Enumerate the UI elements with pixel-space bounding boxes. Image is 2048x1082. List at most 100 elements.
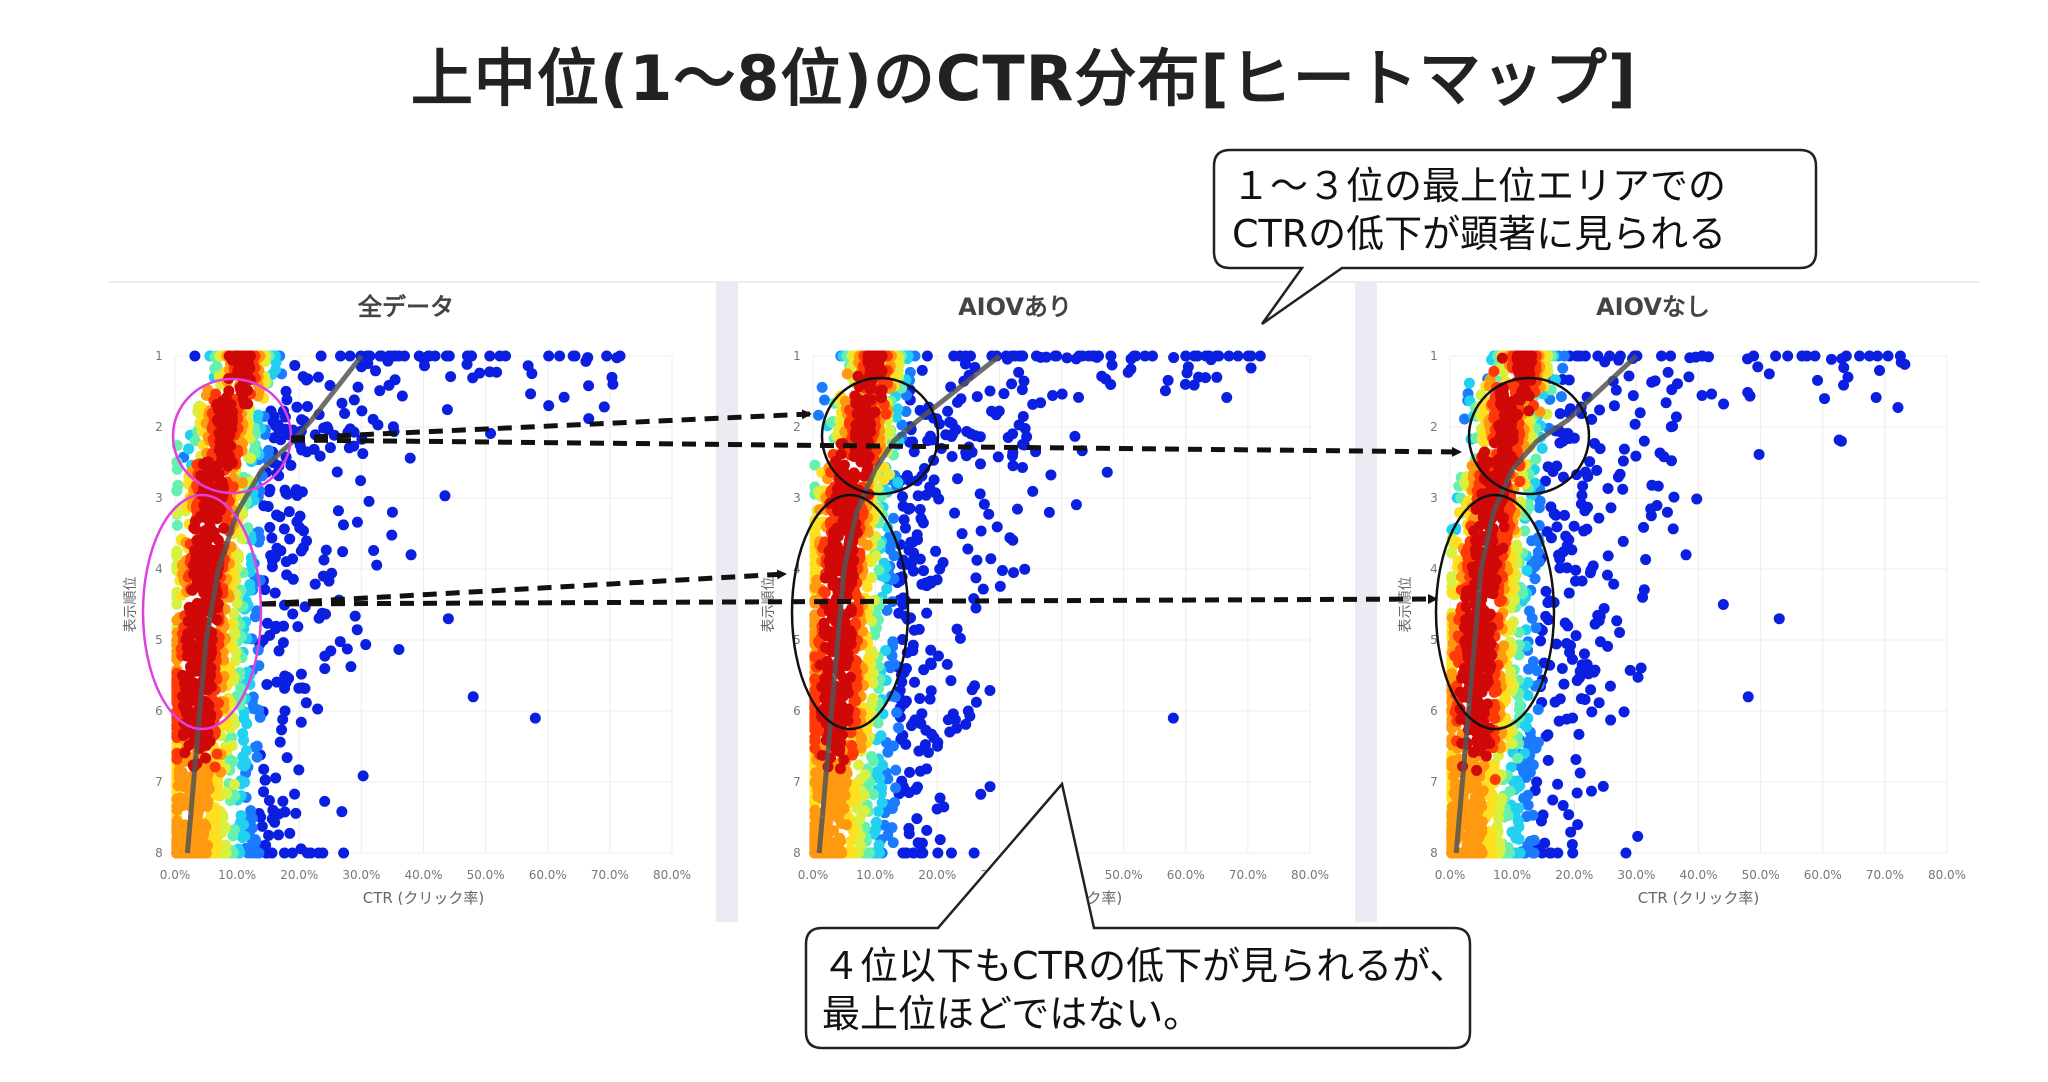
data-point xyxy=(881,604,893,616)
data-point xyxy=(921,607,933,619)
data-point xyxy=(598,401,610,413)
data-point xyxy=(819,394,831,406)
data-point xyxy=(970,572,982,584)
data-point xyxy=(812,409,824,421)
data-point xyxy=(1533,502,1545,514)
data-point xyxy=(865,750,877,762)
data-point xyxy=(838,754,850,766)
data-point xyxy=(286,847,298,859)
data-point xyxy=(1632,830,1644,842)
data-point xyxy=(1558,678,1570,690)
data-point xyxy=(914,504,926,516)
data-point xyxy=(1122,366,1134,378)
data-point xyxy=(199,573,211,585)
data-point xyxy=(841,504,853,516)
data-point xyxy=(1667,523,1679,535)
data-point xyxy=(318,422,330,434)
data-point xyxy=(1630,450,1642,462)
data-point xyxy=(991,521,1003,533)
data-point xyxy=(1770,350,1782,362)
data-point xyxy=(264,521,276,533)
data-point xyxy=(892,476,904,488)
data-point xyxy=(292,621,304,633)
data-point xyxy=(1200,350,1212,362)
data-point xyxy=(914,765,926,777)
data-point xyxy=(896,491,908,503)
data-point xyxy=(297,371,309,383)
y-tick-label: 2 xyxy=(793,420,801,434)
data-point xyxy=(210,388,222,400)
data-point xyxy=(240,757,252,769)
data-point xyxy=(849,617,861,629)
data-point xyxy=(1561,637,1573,649)
data-point xyxy=(1718,398,1730,410)
data-point xyxy=(1576,489,1588,501)
data-point xyxy=(442,613,454,625)
data-point xyxy=(1559,617,1571,629)
data-point xyxy=(1592,350,1604,362)
data-point xyxy=(281,394,293,406)
data-point xyxy=(1532,704,1544,716)
data-point xyxy=(258,786,270,798)
data-point xyxy=(932,847,944,859)
data-point xyxy=(258,500,270,512)
data-point xyxy=(289,359,301,371)
data-point xyxy=(265,550,277,562)
data-point xyxy=(971,391,983,403)
data-point xyxy=(273,645,285,657)
data-point xyxy=(1512,752,1524,764)
y-tick-label: 2 xyxy=(155,420,163,434)
data-point xyxy=(1492,812,1504,824)
data-point xyxy=(931,803,943,815)
data-point xyxy=(261,617,273,629)
data-point xyxy=(1106,359,1118,371)
data-point xyxy=(256,820,268,832)
data-point xyxy=(960,718,972,730)
data-point xyxy=(278,523,290,535)
data-point xyxy=(1591,464,1603,476)
y-tick-label: 8 xyxy=(155,846,163,860)
data-point xyxy=(1608,578,1620,590)
y-tick-label: 1 xyxy=(1430,349,1438,363)
data-point xyxy=(952,396,964,408)
data-point xyxy=(1030,350,1042,362)
data-point xyxy=(1632,671,1644,683)
data-point xyxy=(348,394,360,406)
data-point xyxy=(897,847,909,859)
data-point xyxy=(816,381,828,393)
data-point xyxy=(1511,539,1523,551)
data-point xyxy=(1833,434,1845,446)
data-point xyxy=(351,624,363,636)
y-tick-label: 7 xyxy=(1430,775,1438,789)
data-point xyxy=(1101,466,1113,478)
data-point xyxy=(386,506,398,518)
data-point xyxy=(1608,400,1620,412)
data-point xyxy=(1070,499,1082,511)
data-point xyxy=(1105,350,1117,362)
data-point xyxy=(283,506,295,518)
data-point xyxy=(209,761,221,773)
data-point xyxy=(882,746,894,758)
data-point xyxy=(1006,378,1018,390)
x-tick-label: 0.0% xyxy=(1435,868,1466,882)
data-point xyxy=(1560,530,1572,542)
data-point xyxy=(898,514,910,526)
data-point xyxy=(1540,730,1552,742)
x-tick-label: 40.0% xyxy=(1679,868,1717,882)
data-point xyxy=(1742,387,1754,399)
trend-line xyxy=(816,354,1001,854)
data-point xyxy=(858,470,870,482)
data-point xyxy=(1624,664,1636,676)
data-point xyxy=(964,710,976,722)
data-point xyxy=(890,764,902,776)
data-point xyxy=(1691,493,1703,505)
data-point xyxy=(289,788,301,800)
data-point xyxy=(318,554,330,566)
y-tick-label: 7 xyxy=(793,775,801,789)
data-point xyxy=(944,726,956,738)
trend-line xyxy=(184,354,364,854)
chart-title: AIOVなし xyxy=(1596,293,1710,321)
data-point xyxy=(1838,362,1850,374)
data-point xyxy=(601,350,613,362)
data-point xyxy=(1661,506,1673,518)
